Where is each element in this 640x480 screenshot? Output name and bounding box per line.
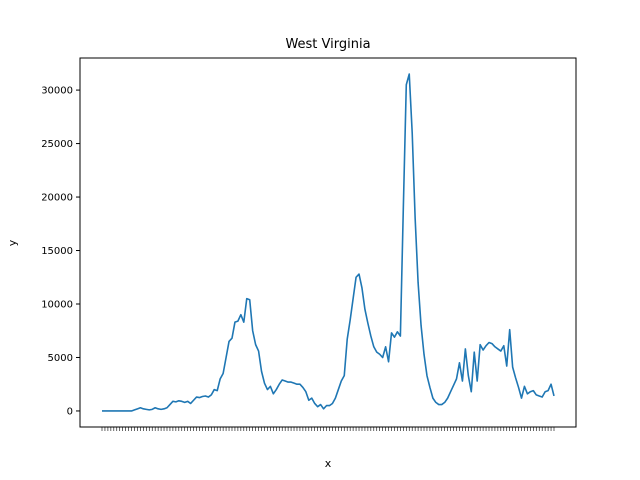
y-axis-label: y — [6, 239, 19, 246]
y-tick-label: 25000 — [41, 139, 73, 150]
y-tick-label: 10000 — [41, 300, 73, 311]
y-tick-label: 30000 — [41, 86, 73, 97]
y-tick-label: 5000 — [48, 353, 73, 364]
y-tick-label: 15000 — [41, 246, 73, 257]
plot-area — [101, 73, 555, 412]
chart-title: West Virginia — [285, 37, 370, 52]
series-line — [102, 73, 555, 412]
x-axis-label: x — [325, 457, 332, 470]
y-tick-label: 20000 — [41, 193, 73, 204]
y-tick-label: 0 — [67, 406, 73, 417]
axis-ticks: 0 5000 10000 15000 20000 25000 30000 — [41, 86, 555, 431]
plot-frame — [79, 57, 577, 428]
